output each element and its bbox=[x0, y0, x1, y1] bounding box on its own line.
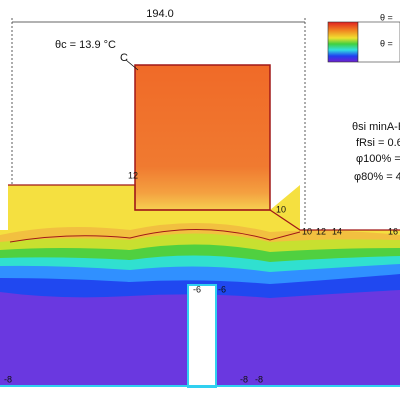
annotation: φ80% = 41% bbox=[354, 171, 400, 183]
dimension-label: 194.0 bbox=[146, 8, 174, 20]
annotation: θc = 13.9 °C bbox=[55, 39, 116, 51]
isotherm-labels: 12 10 10 12 14 16 -6 -6 -8 -8 -8 bbox=[4, 170, 398, 384]
isotherm-label: 10 bbox=[302, 226, 312, 236]
annotation: C bbox=[120, 52, 128, 64]
isotherm-label: 10 bbox=[276, 204, 286, 214]
isotherm-label: 16 bbox=[388, 226, 398, 236]
isotherm-label: -8 bbox=[255, 374, 263, 384]
legend: θ = θ = bbox=[327, 12, 400, 63]
annotation: φ100% = 51% bbox=[356, 153, 400, 165]
isotherm-label: -6 bbox=[218, 284, 226, 294]
isotherm-label: 12 bbox=[128, 170, 138, 180]
legend-label: θ = bbox=[380, 12, 393, 22]
annotation: fRsi = 0.657 bbox=[356, 137, 400, 149]
temperature-field bbox=[0, 64, 400, 388]
isotherm-label: 14 bbox=[332, 226, 342, 236]
dimension bbox=[11, 18, 306, 225]
legend-label: θ = bbox=[380, 38, 393, 48]
isotherm-label: -8 bbox=[240, 374, 248, 384]
isotherm-label: -6 bbox=[193, 284, 201, 294]
annotation: θsi minA-B = bbox=[352, 121, 400, 133]
isotherm-label: 12 bbox=[316, 226, 326, 236]
isotherm-label: -8 bbox=[4, 374, 12, 384]
